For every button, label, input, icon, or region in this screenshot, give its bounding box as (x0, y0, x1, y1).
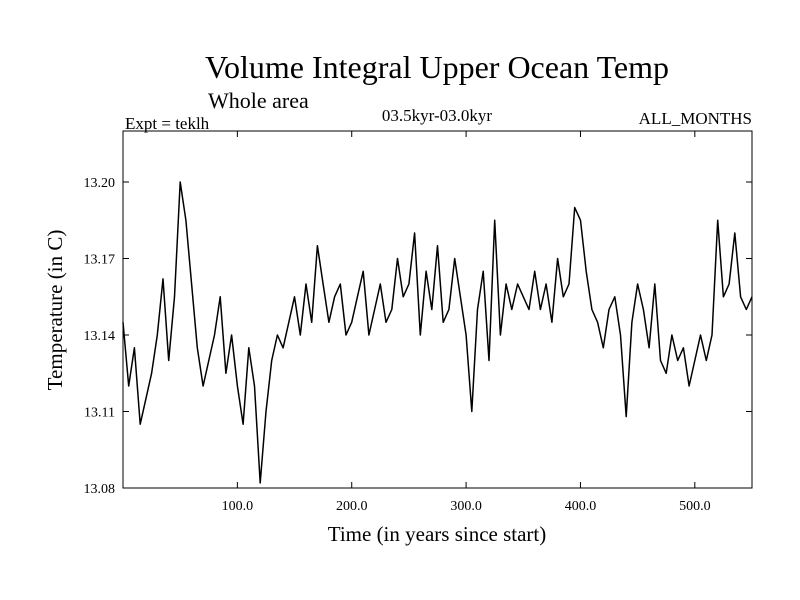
y-tick-label: 13.17 (84, 253, 116, 268)
chart-subtitle: Whole area (208, 88, 309, 113)
y-tick-label: 13.20 (84, 176, 116, 191)
x-axis: 100.0 200.0 300.0 400.0 500.0 (222, 131, 711, 514)
x-axis-label: Time (in years since start) (328, 522, 547, 546)
y-axis-label: Temperature (in C) (43, 230, 67, 391)
x-tick-label: 500.0 (679, 499, 711, 514)
chart-title: Volume Integral Upper Ocean Temp (205, 49, 669, 85)
x-tick-label: 200.0 (336, 499, 368, 514)
y-tick-label: 13.14 (84, 329, 116, 344)
x-tick-label: 300.0 (450, 499, 482, 514)
y-tick-label: 13.08 (84, 482, 116, 497)
y-tick-label: 13.11 (84, 406, 115, 421)
x-tick-label: 400.0 (565, 499, 597, 514)
x-tick-label: 100.0 (222, 499, 254, 514)
experiment-label: Expt = teklh (125, 114, 210, 133)
plot-frame (122, 130, 753, 489)
y-axis: 13.08 13.11 13.14 13.17 13.20 (84, 176, 752, 497)
months-label: ALL_MONTHS (639, 109, 752, 128)
period-label: 03.5kyr-03.0kyr (382, 106, 492, 125)
series-line (122, 181, 753, 484)
